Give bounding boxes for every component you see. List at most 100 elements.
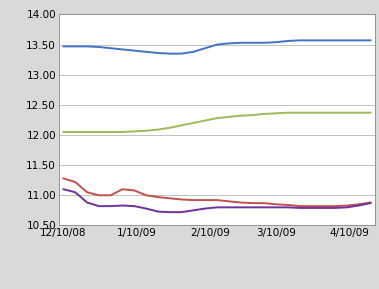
All Fixed	[285, 111, 290, 114]
All Variable	[73, 190, 78, 194]
Std Variable	[285, 203, 290, 207]
All Fixed	[356, 111, 361, 114]
All Variable	[144, 207, 149, 210]
All Variable	[250, 205, 255, 209]
All Fixed	[215, 116, 219, 120]
All Fixed	[61, 130, 66, 134]
Std Variable	[333, 204, 337, 208]
All Fixed	[144, 129, 149, 133]
All Variable	[368, 201, 373, 205]
Std Variable	[156, 195, 160, 199]
All Variable	[61, 188, 66, 191]
Std Fixed	[345, 39, 349, 42]
All Fixed	[238, 114, 243, 117]
Std Variable	[203, 198, 207, 202]
Std Variable	[262, 201, 266, 205]
Std Fixed	[73, 45, 78, 48]
Std Variable	[108, 194, 113, 197]
All Variable	[298, 206, 302, 210]
Std Variable	[356, 203, 361, 206]
Std Fixed	[168, 52, 172, 55]
Std Fixed	[368, 39, 373, 42]
Std Fixed	[274, 40, 278, 44]
All Variable	[156, 210, 160, 213]
All Variable	[97, 204, 101, 208]
All Fixed	[333, 111, 337, 114]
Std Fixed	[61, 45, 66, 48]
All Fixed	[309, 111, 314, 114]
All Variable	[203, 207, 207, 210]
Std Fixed	[144, 50, 149, 53]
All Variable	[191, 209, 196, 212]
Std Fixed	[227, 42, 231, 45]
Std Fixed	[333, 39, 337, 42]
All Fixed	[203, 119, 207, 122]
All Fixed	[227, 115, 231, 119]
All Fixed	[298, 111, 302, 114]
All Fixed	[73, 130, 78, 134]
All Variable	[168, 210, 172, 214]
All Fixed	[179, 124, 184, 127]
Std Variable	[368, 201, 373, 204]
Std Variable	[309, 204, 314, 208]
Line: All Fixed: All Fixed	[63, 113, 371, 132]
All Variable	[120, 204, 125, 207]
Line: All Variable: All Variable	[63, 189, 371, 212]
All Fixed	[321, 111, 326, 114]
Std Fixed	[132, 49, 136, 52]
All Variable	[333, 206, 337, 210]
Std Fixed	[356, 39, 361, 42]
Std Variable	[179, 198, 184, 201]
All Variable	[345, 205, 349, 209]
Std Fixed	[179, 52, 184, 55]
All Variable	[179, 210, 184, 214]
Std Variable	[85, 190, 89, 194]
All Variable	[238, 205, 243, 209]
Std Fixed	[85, 45, 89, 48]
Std Fixed	[262, 41, 266, 45]
Std Fixed	[238, 41, 243, 45]
All Fixed	[168, 126, 172, 129]
All Fixed	[132, 130, 136, 133]
Std Fixed	[156, 51, 160, 55]
All Variable	[227, 205, 231, 209]
Std Variable	[191, 198, 196, 202]
Std Variable	[238, 201, 243, 204]
All Fixed	[368, 111, 373, 114]
Std Variable	[120, 188, 125, 191]
Std Fixed	[108, 47, 113, 50]
All Variable	[321, 206, 326, 210]
Std Fixed	[191, 50, 196, 53]
Std Variable	[73, 180, 78, 184]
Std Fixed	[309, 39, 314, 42]
Std Fixed	[203, 47, 207, 50]
Std Fixed	[321, 39, 326, 42]
All Fixed	[156, 128, 160, 131]
All Fixed	[250, 113, 255, 117]
All Fixed	[274, 112, 278, 115]
Std Fixed	[285, 39, 290, 43]
Std Fixed	[120, 48, 125, 51]
All Fixed	[97, 130, 101, 134]
Std Fixed	[298, 39, 302, 42]
All Variable	[215, 205, 219, 209]
Std Variable	[321, 204, 326, 208]
Line: Std Fixed: Std Fixed	[63, 40, 371, 54]
Std Variable	[97, 194, 101, 197]
Std Fixed	[215, 43, 219, 46]
Std Variable	[274, 203, 278, 206]
All Variable	[108, 204, 113, 208]
Std Variable	[250, 201, 255, 205]
Std Variable	[144, 194, 149, 197]
All Variable	[262, 205, 266, 209]
Std Variable	[298, 204, 302, 208]
Std Variable	[345, 204, 349, 207]
All Fixed	[191, 121, 196, 125]
Std Variable	[168, 197, 172, 200]
Std Variable	[132, 189, 136, 192]
All Fixed	[108, 130, 113, 134]
All Variable	[85, 201, 89, 204]
All Fixed	[85, 130, 89, 134]
Std Variable	[61, 177, 66, 180]
All Variable	[132, 204, 136, 208]
